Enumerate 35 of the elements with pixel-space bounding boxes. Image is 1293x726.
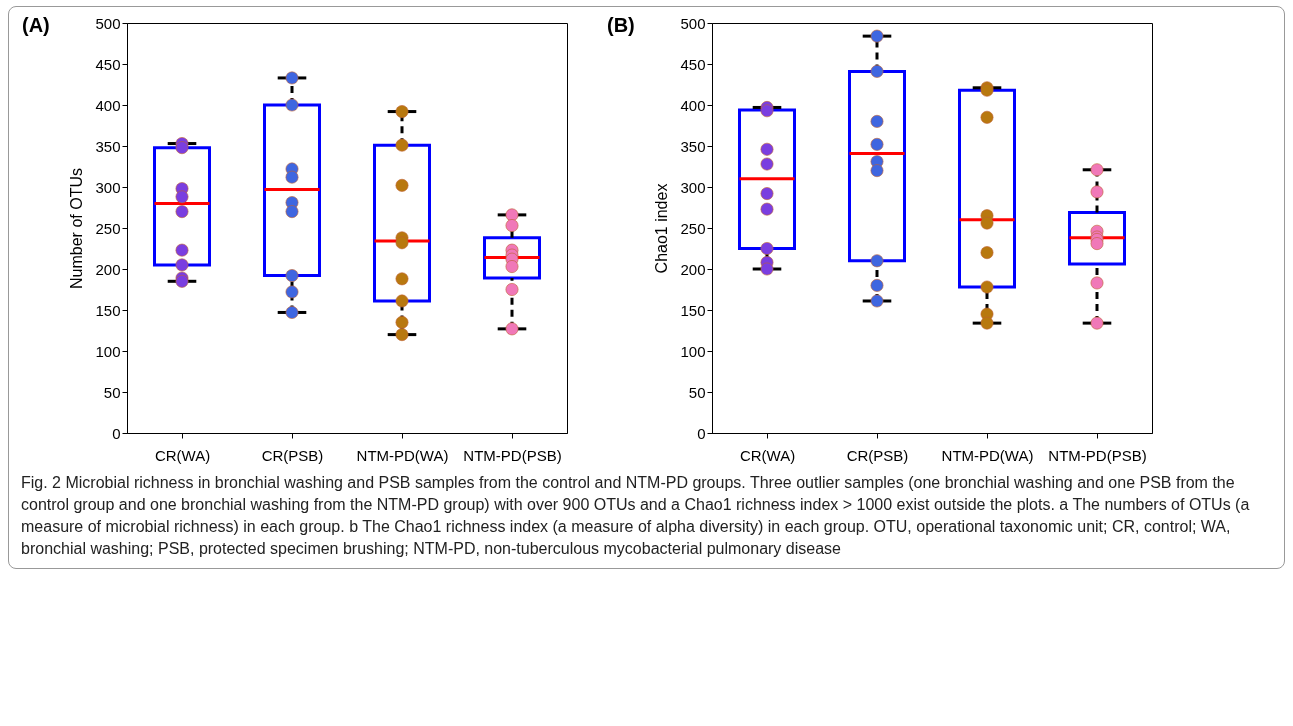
y-tick-label: 100: [680, 342, 706, 360]
chart-title: (A): [22, 14, 50, 36]
y-tick-label: 0: [112, 424, 121, 442]
y-tick-label: 150: [95, 301, 121, 319]
y-tick-label: 300: [95, 178, 121, 196]
y-tick-label: 450: [680, 55, 706, 73]
y-tick-label: 500: [95, 14, 121, 32]
caption: Fig. 2 Microbial richness in bronchial washing and PSB samples from the control and NTM-PD groups. Three outlier samples (one bronchial washing and one PSB from the control group and one bronchial washing from the NTM-PD group) with over 900 OTUs and a Chao1 richness index > 1000 exist outside the plots. a The numbers of OTUs (a measure of microbial richness) in each group. b The Chao1 richness index (a measure of alpha diversity) in each group. OTU, operational taxonomic unit; CR, control; WA, bronchial washing; PSB, protected specimen brushing; NTM-PD, non-tuberculous mycobacterial pulmonary disease: [21, 473, 1251, 559]
x-tick-label: NTM-PD(WA): [356, 446, 449, 464]
y-tick-label: 50: [103, 383, 121, 401]
x-tick-label: NTM-PD(PSB): [1048, 446, 1147, 464]
y-tick-label: 450: [95, 55, 121, 73]
y-tick-label: 400: [95, 96, 121, 114]
y-tick-label: 200: [95, 260, 121, 278]
y-axis-title: Number of OTUs: [68, 168, 86, 289]
y-tick-label: 400: [680, 96, 706, 114]
y-tick-label: 250: [680, 219, 706, 237]
x-tick-label: CR(WA): [739, 446, 796, 464]
x-tick-label: CR(WA): [154, 446, 211, 464]
y-axis-title: Chao1 index: [653, 183, 671, 274]
x-tick-label: NTM-PD(PSB): [463, 446, 562, 464]
chart-title: (B): [607, 14, 635, 36]
y-tick-label: 300: [680, 178, 706, 196]
y-tick-label: 350: [680, 137, 706, 155]
y-tick-label: 500: [680, 14, 706, 32]
y-tick-label: 50: [688, 383, 706, 401]
y-tick-label: 250: [95, 219, 121, 237]
x-tick-label: CR(PSB): [846, 446, 909, 464]
x-tick-label: CR(PSB): [261, 446, 324, 464]
y-tick-label: 200: [680, 260, 706, 278]
y-tick-label: 350: [95, 137, 121, 155]
x-tick-label: NTM-PD(WA): [941, 446, 1034, 464]
y-tick-label: 100: [95, 342, 121, 360]
y-tick-label: 150: [680, 301, 706, 319]
y-tick-label: 0: [697, 424, 706, 442]
